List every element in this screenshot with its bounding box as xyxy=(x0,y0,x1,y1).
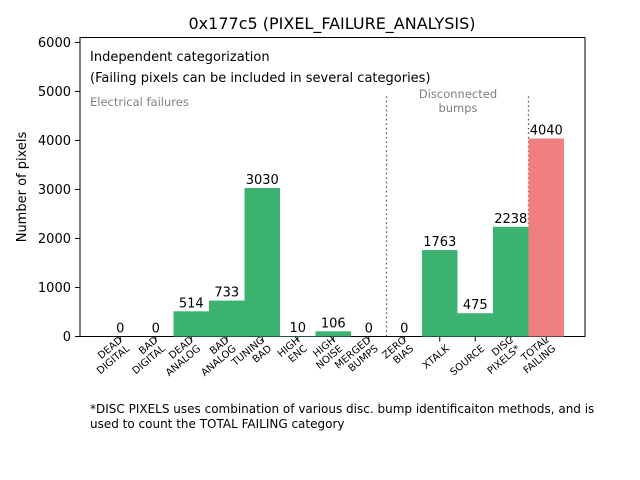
y-tick-label: 2000 xyxy=(38,232,71,247)
x-tick-label: DISCPIXELS* xyxy=(479,335,523,377)
chart-title: 0x177c5 (PIXEL_FAILURE_ANALYSIS) xyxy=(189,14,476,34)
bar-value-label-13: 4040 xyxy=(530,123,563,138)
x-tick-label-line: SOURCE xyxy=(448,343,487,378)
annotation-heading-line2: (Failing pixels can be included in sever… xyxy=(90,71,431,86)
x-tick-label: MERGEDBUMPS xyxy=(333,335,381,380)
bar-value-label-3: 514 xyxy=(179,296,204,311)
bar-3 xyxy=(173,311,209,337)
y-tick-label: 3000 xyxy=(38,183,71,198)
x-tick-label-line: XTALK xyxy=(421,343,452,372)
bar-12 xyxy=(493,226,529,337)
y-axis-label: Number of pixels xyxy=(15,131,30,242)
x-tick-label: SOURCE xyxy=(448,343,487,378)
annotation-disconnected-line1: Disconnected xyxy=(419,87,497,101)
annotation-disconnected-line2: bumps xyxy=(438,101,477,115)
bar-13 xyxy=(528,138,564,337)
bar-value-label-4: 733 xyxy=(214,286,239,301)
x-tick-label: XTALK xyxy=(421,343,452,372)
x-tick-label: TOTALFAILING xyxy=(515,335,559,377)
bar-5 xyxy=(244,187,280,337)
bar-value-label-2: 0 xyxy=(152,322,160,337)
bar-7 xyxy=(315,331,351,337)
bar-value-label-10: 1763 xyxy=(423,235,456,250)
x-tick-label: TUNINGBAD xyxy=(229,335,274,378)
y-tick-label: 5000 xyxy=(38,85,71,100)
bar-11 xyxy=(457,313,493,337)
bar-value-label-6: 10 xyxy=(289,321,306,336)
annotation-electrical-failures: Electrical failures xyxy=(90,95,189,109)
bar-value-label-7: 106 xyxy=(321,316,346,331)
x-tick-label: DEADANALOG xyxy=(157,335,204,379)
bar-value-label-11: 475 xyxy=(463,298,488,313)
footnote: *DISC PIXELS uses combination of various… xyxy=(90,402,630,431)
x-tick-label: DEADDIGITAL xyxy=(88,335,132,377)
y-tick-label: 4000 xyxy=(38,134,71,149)
x-tick-label: HIGHENC xyxy=(276,335,310,368)
bar-4 xyxy=(209,300,245,337)
bar-value-label-5: 3030 xyxy=(246,173,279,188)
bar-group xyxy=(173,138,564,337)
bar-value-label-12: 2238 xyxy=(494,212,527,227)
x-tick-label: ZEROBIAS xyxy=(381,335,417,370)
annotation-heading-line1: Independent categorization xyxy=(90,50,270,65)
y-tick-label: 1000 xyxy=(38,281,71,296)
footnote-line1: *DISC PIXELS uses combination of various… xyxy=(90,402,595,416)
y-tick-label: 6000 xyxy=(38,36,71,51)
x-tick-label: BADDIGITAL xyxy=(124,335,168,377)
bar-value-label-1: 0 xyxy=(116,322,124,337)
y-axis: 0 1000 2000 3000 4000 5000 6000 xyxy=(38,36,80,345)
x-tick-label: BADANALOG xyxy=(192,335,239,379)
bar-label-group: 0 0 514 733 3030 10 106 0 0 1763 475 2238 4040 xyxy=(116,123,563,336)
y-tick-label: 0 xyxy=(63,330,71,345)
bar-value-label-9: 0 xyxy=(400,322,408,337)
footnote-line2: used to count the TOTAL FAILING category xyxy=(90,416,345,431)
bar-10 xyxy=(422,250,458,337)
bar-value-label-8: 0 xyxy=(365,322,373,337)
x-axis: DEADDIGITAL BADDIGITAL DEADANALOG BADANALOG… xyxy=(88,335,559,380)
